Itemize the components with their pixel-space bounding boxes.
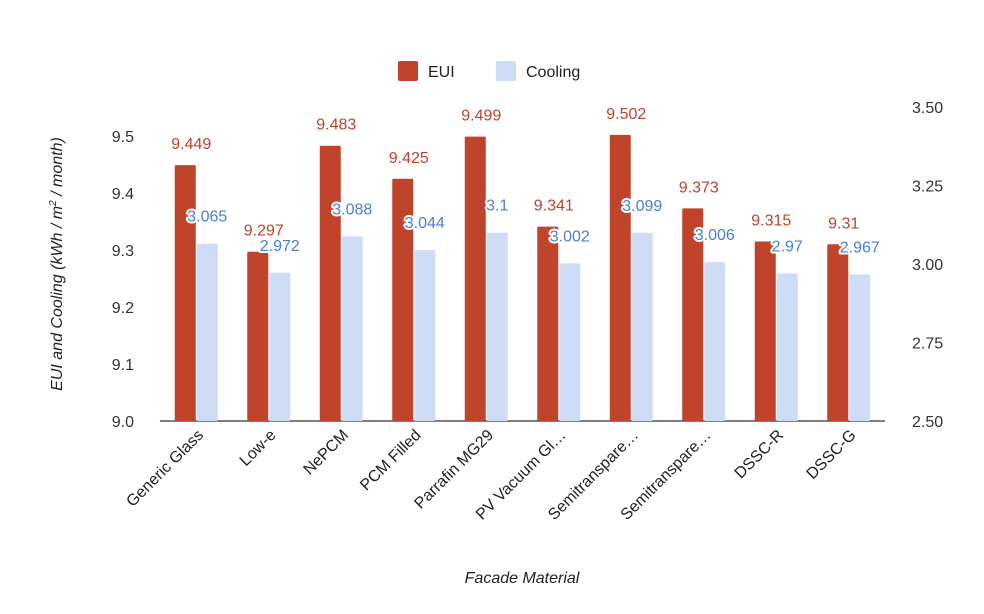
data-label-cooling: 3.088 xyxy=(332,201,372,218)
right-tick-label: 3.00 xyxy=(912,257,943,274)
bar-eui xyxy=(754,241,776,421)
x-axis-ticks: Generic Glass Low-e NePCM PCM FilledParrafi… xyxy=(123,427,859,524)
data-label-eui: 9.499 xyxy=(461,108,501,125)
right-tick-label: 3.50 xyxy=(912,100,943,117)
data-label-cooling: 2.97 xyxy=(772,238,803,255)
legend-label-cooling: Cooling xyxy=(526,64,580,81)
bar-cooling xyxy=(849,274,871,421)
y-axis-title-main: EUI and Cooling (kWh / m xyxy=(49,206,66,391)
data-label-cooling: 2.972 xyxy=(260,238,300,255)
data-label-eui: 9.315 xyxy=(751,212,791,229)
bar-eui xyxy=(682,208,704,421)
data-label-cooling: 3.006 xyxy=(695,227,735,244)
bar-eui xyxy=(174,165,196,421)
data-label-cooling: 3.099 xyxy=(622,198,662,215)
data-label-eui: 9.483 xyxy=(316,117,356,134)
data-label-cooling: 3.002 xyxy=(550,228,590,245)
data-label-eui: 9.341 xyxy=(534,198,574,215)
x-tick-label: DSSC-G xyxy=(804,427,860,483)
data-label-cooling: 3.044 xyxy=(405,215,445,232)
left-tick-label: 9.2 xyxy=(112,300,134,317)
x-tick-label: Generic Glass xyxy=(123,427,207,511)
left-tick-label: 9.3 xyxy=(112,243,134,260)
x-axis-title: Facade Material xyxy=(465,570,580,587)
bar-eui xyxy=(464,136,486,421)
bar-eui xyxy=(247,251,269,421)
left-tick-label: 9.1 xyxy=(112,357,134,374)
right-tick-label: 3.25 xyxy=(912,179,943,196)
data-label-eui: 9.502 xyxy=(606,106,646,123)
bar-cooling xyxy=(776,273,798,421)
data-label-eui: 9.373 xyxy=(679,179,719,196)
bars xyxy=(174,134,871,422)
bar-cooling xyxy=(414,250,436,421)
bar-cooling xyxy=(269,272,291,421)
bar-eui xyxy=(392,178,414,421)
x-tick-label: NePCM xyxy=(300,427,352,479)
y-axis-title-end: / month) xyxy=(49,137,66,200)
data-label-cooling: 3.1 xyxy=(486,198,508,215)
legend-label-eui: EUI xyxy=(428,64,455,81)
x-tick-label: PCM Filled xyxy=(357,427,424,494)
bar-cooling xyxy=(559,263,581,421)
legend-swatch-eui xyxy=(398,61,418,81)
y-axis-title: EUI and Cooling (kWh / m2 / month) xyxy=(48,137,66,391)
right-tick-label: 2.75 xyxy=(912,336,943,353)
legend-swatch-cooling xyxy=(496,61,516,81)
bar-cooling xyxy=(486,232,508,421)
legend: EUI Cooling xyxy=(398,61,580,81)
bar-cooling xyxy=(341,236,363,421)
data-label-cooling: 2.967 xyxy=(840,239,880,256)
bar-cooling xyxy=(704,262,726,421)
bar-eui xyxy=(319,145,341,421)
y-axis-title-superscript: 2 xyxy=(48,200,59,207)
data-label-eui: 9.297 xyxy=(244,223,284,240)
right-tick-label: 2.50 xyxy=(912,414,943,431)
bar-eui xyxy=(827,244,849,421)
left-tick-label: 9.4 xyxy=(112,186,134,203)
right-axis-ticks: 2.50 2.75 3.00 3.25 3.50 xyxy=(912,100,943,431)
data-label-cooling: 3.065 xyxy=(187,209,227,226)
left-axis-ticks: 9.0 9.1 9.2 9.3 9.4 9.5 xyxy=(112,129,134,431)
bar-cooling xyxy=(631,232,653,421)
bar-cooling xyxy=(196,243,218,421)
data-label-eui: 9.425 xyxy=(389,150,429,167)
bar-eui xyxy=(609,134,631,422)
left-tick-label: 9.5 xyxy=(112,129,134,146)
data-label-eui: 9.31 xyxy=(828,215,859,232)
data-label-eui: 9.449 xyxy=(171,136,211,153)
x-tick-label: Low-e xyxy=(237,427,280,470)
left-tick-label: 9.0 xyxy=(112,414,134,431)
x-tick-label: DSSC-R xyxy=(732,427,787,482)
bar-eui xyxy=(537,226,559,421)
